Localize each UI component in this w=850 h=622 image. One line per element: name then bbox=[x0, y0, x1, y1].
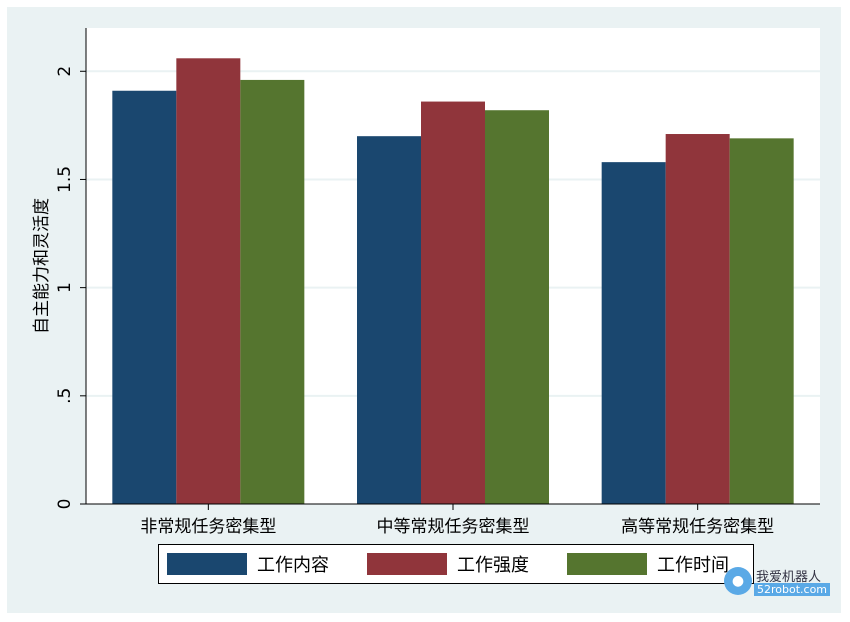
legend-swatch bbox=[367, 553, 447, 575]
legend-swatch bbox=[167, 553, 247, 575]
y-tick-label: 1.5 bbox=[55, 166, 75, 193]
robot-logo-icon: ● bbox=[724, 567, 752, 595]
bar bbox=[729, 138, 794, 504]
legend-item: 工作内容 bbox=[167, 545, 329, 583]
bar bbox=[601, 162, 666, 505]
axes: 0 .5 1 1.5 2 非常规任务密集型 中等常规任务密集型 高等常规任务密集型 bbox=[55, 28, 820, 537]
bar bbox=[240, 79, 305, 504]
y-tick-label: 0 bbox=[55, 499, 75, 510]
x-tick-label: 非常规任务密集型 bbox=[140, 517, 276, 537]
bar bbox=[485, 110, 549, 504]
watermark-text: 我爱机器人 bbox=[756, 570, 822, 585]
bar bbox=[421, 101, 485, 505]
bar bbox=[112, 90, 177, 504]
legend-label: 工作内容 bbox=[257, 555, 329, 576]
legend-item: 工作强度 bbox=[367, 545, 529, 583]
legend-label: 工作强度 bbox=[457, 555, 529, 576]
y-axis-label: 自主能力和灵活度 bbox=[32, 198, 52, 334]
y-tick-label: 2 bbox=[55, 66, 75, 77]
y-tick-label: .5 bbox=[55, 388, 75, 404]
bars bbox=[112, 58, 794, 505]
bar bbox=[665, 134, 730, 504]
watermark-url: 52robot.com bbox=[754, 583, 831, 596]
legend-item: 工作时间 bbox=[567, 545, 729, 583]
legend-swatch bbox=[567, 553, 647, 575]
watermark: ● 我爱机器人 52robot.com bbox=[724, 567, 836, 597]
x-tick-label: 高等常规任务密集型 bbox=[621, 517, 774, 537]
y-tick-label: 1 bbox=[55, 282, 75, 293]
bar bbox=[357, 136, 421, 504]
legend: 工作内容 工作强度 工作时间 bbox=[158, 544, 754, 584]
bar bbox=[176, 58, 241, 505]
legend-label: 工作时间 bbox=[657, 555, 729, 576]
x-tick-label: 中等常规任务密集型 bbox=[377, 517, 530, 537]
